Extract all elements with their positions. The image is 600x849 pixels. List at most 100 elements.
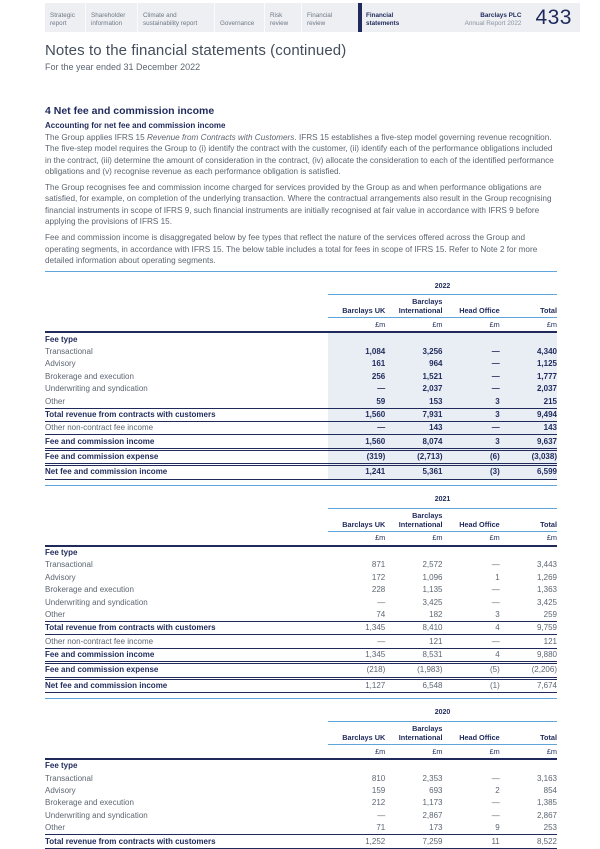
row-label: Net fee and commission income — [45, 467, 168, 477]
empty-cell — [443, 335, 500, 345]
cell-value: (1,983) — [417, 665, 443, 675]
year-row: 2022 — [328, 272, 557, 294]
paragraph-1-post: . IFRS 15 establishes a five-step model … — [45, 133, 554, 176]
row-label: Underwriting and syndication — [45, 384, 148, 394]
row-label: Transactional — [45, 560, 93, 570]
cell-value: 215 — [543, 396, 557, 406]
group-label-row: Fee type — [45, 760, 557, 772]
unit-label: £m — [375, 746, 386, 756]
cell-value: 1,385 — [536, 798, 557, 808]
cell-value: 8,522 — [536, 836, 557, 846]
cell-value: 810 — [371, 773, 386, 783]
cell-value: 3,256 — [422, 347, 443, 357]
tab-shareholder-information[interactable]: Shareholder information — [85, 3, 137, 32]
cell-value: 1,345 — [365, 650, 386, 660]
cell-value: 11 — [491, 836, 500, 846]
cell-value: 1,241 — [365, 467, 386, 477]
cell-value: 2,037 — [536, 384, 557, 394]
table-row-total-revenue-from-contracts-with-customers: Total revenue from contracts with custom… — [45, 621, 557, 636]
row-label: Fee and commission expense — [45, 452, 159, 462]
cell-value: (5) — [489, 665, 500, 675]
table-row-fee-and-commission-expense: Fee and commission expense (218) (1,983) (5… — [45, 663, 557, 678]
cell-value: (3,038) — [531, 452, 557, 462]
cell-value: 9,637 — [536, 436, 557, 446]
cell-value: 1,125 — [536, 359, 557, 369]
tab-financial-statements[interactable]: Financial statements — [358, 3, 422, 32]
cell-value: 172 — [371, 572, 386, 582]
group-label-row: Fee type — [45, 547, 557, 559]
empty-cell — [385, 548, 442, 558]
cell-value: (2,713) — [417, 452, 443, 462]
tab-governance[interactable]: Governance — [214, 3, 264, 32]
row-label: Net fee and commission income — [45, 680, 168, 690]
empty-cell — [328, 548, 385, 558]
unit-label: £m — [489, 746, 500, 756]
tab-climate-and-sustainability-report[interactable]: Climate and sustainability report — [137, 3, 214, 32]
table-body: Fee type Transactional 871 2,572 — 3,443 Advis… — [45, 544, 557, 693]
paragraph-1-pre: The Group applies IFRS 15 — [45, 133, 147, 142]
cell-value: 9,880 — [536, 650, 557, 660]
unit-label: £m — [489, 319, 500, 329]
tab-label: Climate and sustainability report — [143, 11, 198, 27]
table-row-advisory: Advisory 159 693 2 854 — [45, 785, 557, 797]
table-row-underwriting-and-syndication: Underwriting and syndication — 2,037 — 2,037 — [45, 383, 557, 395]
unit-label: £m — [489, 533, 500, 543]
cell-value: 1,252 — [365, 836, 386, 846]
cell-value: 1,127 — [365, 680, 386, 690]
accounting-paragraph: The Group applies IFRS 15 Revenue from C… — [45, 132, 557, 177]
cell-value: — — [491, 585, 500, 595]
table-row-fee-and-commission-income: Fee and commission income 1,345 8,531 4 9,88… — [45, 647, 557, 663]
row-label: Underwriting and syndication — [45, 597, 148, 607]
cell-value: 3 — [495, 409, 500, 419]
column-header-row: Barclays UK Barclays International Head Of… — [45, 722, 557, 744]
table-row-advisory: Advisory 161 964 — 1,125 — [45, 358, 557, 370]
cell-value: 59 — [376, 396, 386, 406]
cell-value: 3,443 — [536, 560, 557, 570]
cell-value: 9,759 — [536, 623, 557, 633]
tab-financial-review[interactable]: Financial review — [301, 3, 350, 32]
cell-value: 9,494 — [536, 409, 557, 419]
row-label: Advisory — [45, 572, 76, 582]
table-row-other-non-contract-fee-income: Other non-contract fee income — 121 — 121 — [45, 635, 557, 647]
table-row-net-fee-and-commission-income: Net fee and commission income 1,241 5,361 (… — [45, 465, 557, 480]
group-label: Fee type — [45, 548, 78, 558]
unit-label: £m — [546, 533, 557, 543]
empty-cell — [385, 335, 442, 345]
table-row-brokerage-and-execution: Brokerage and execution 212 1,173 — 1,385 — [45, 797, 557, 809]
column-header-barclays-uk: Barclays UK — [342, 519, 386, 529]
fee-table-2022: 2022 Barclays UK Barclays International Hea… — [45, 271, 557, 480]
unit-label: £m — [546, 319, 557, 329]
cell-value: 1,084 — [365, 347, 386, 357]
table-row-advisory: Advisory 172 1,096 1 1,269 — [45, 572, 557, 584]
cell-value: 159 — [371, 786, 386, 796]
unit-label: £m — [432, 746, 443, 756]
column-header-head-office: Head Office — [459, 519, 500, 529]
year-row: 2020 — [328, 699, 557, 721]
fee-table-2021: 2021 Barclays UK Barclays International Hea… — [45, 484, 557, 693]
group-label: Fee type — [45, 334, 78, 344]
table-row-brokerage-and-execution: Brokerage and execution 256 1,521 — 1,777 — [45, 371, 557, 383]
cell-value: 161 — [371, 359, 386, 369]
cell-value: 6,599 — [536, 467, 557, 477]
empty-cell — [328, 335, 385, 345]
empty-cell — [500, 335, 557, 345]
tab-label: Financial statements — [366, 11, 400, 27]
table-row-fee-and-commission-expense: Fee and commission expense (319) (2,713) (6… — [45, 449, 557, 465]
row-label: Advisory — [45, 786, 76, 796]
cell-value: — — [491, 773, 500, 783]
fee-table-2020: 2020 Barclays UK Barclays International Hea… — [45, 697, 557, 849]
cell-value: 2,867 — [422, 810, 443, 820]
unit-row: £m £m £m £m — [45, 318, 557, 331]
cell-value: 1,173 — [422, 798, 443, 808]
unit-label: £m — [375, 533, 386, 543]
unit-spacer — [45, 747, 328, 756]
empty-cell — [385, 761, 442, 771]
tab-strategic-report[interactable]: Strategic report — [45, 3, 85, 32]
cell-value: 1,096 — [422, 572, 443, 582]
table-body: Fee type Transactional 1,084 3,256—4,340 Adv… — [45, 331, 557, 480]
row-label: Fee and commission expense — [45, 665, 159, 675]
cell-value: 1,521 — [422, 371, 443, 381]
table-row-transactional: Transactional 1,084 3,256 — 4,340 — [45, 346, 557, 358]
header-underline — [328, 744, 557, 746]
tab-risk-review[interactable]: Risk review — [264, 3, 301, 32]
